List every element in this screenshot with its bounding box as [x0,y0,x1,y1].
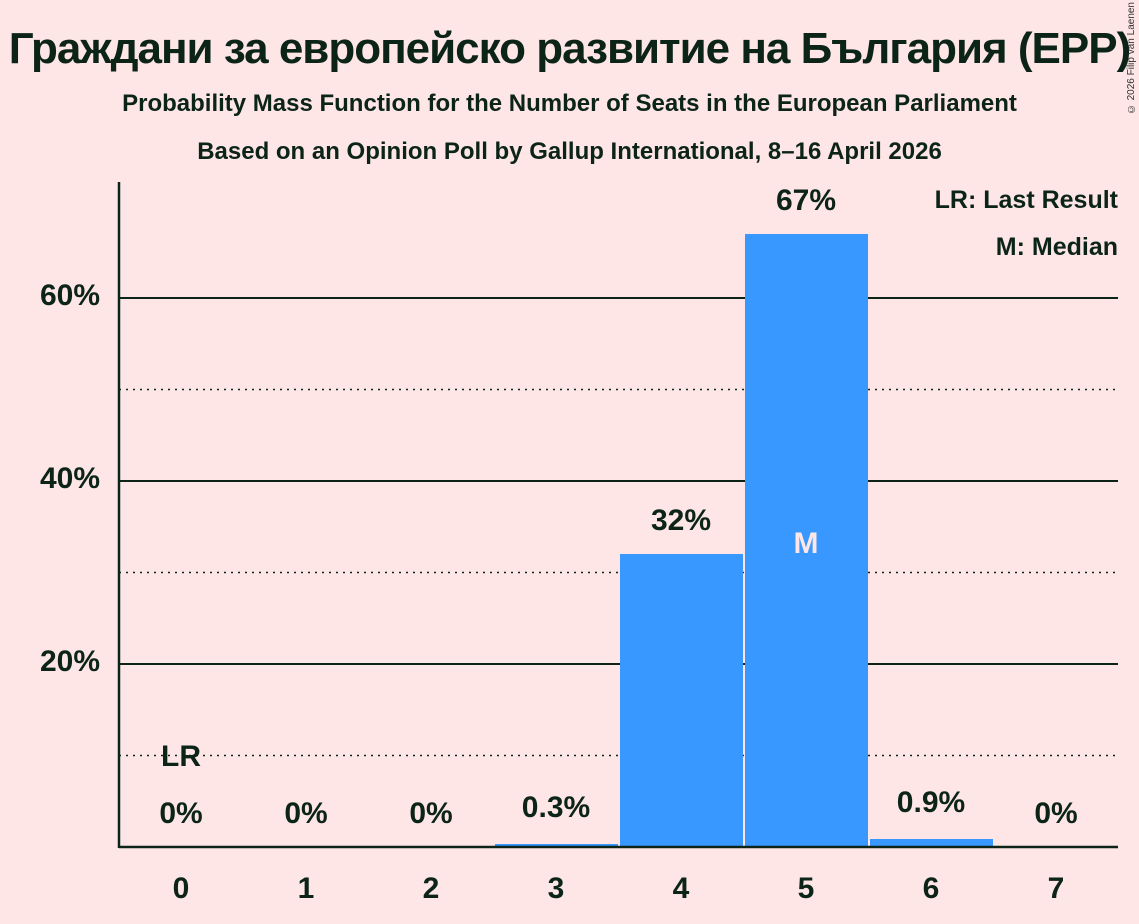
bar-seat-4 [619,554,743,847]
chart-title: Граждани за европейско развитие на Бълга… [8,24,1131,73]
x-tick-label: 4 [672,872,690,905]
value-label: 0% [409,797,453,830]
y-tick-label: 20% [39,645,100,678]
chart-source: Based on an Opinion Poll by Gallup Inter… [197,138,942,165]
bar-seat-3 [494,844,618,847]
x-tick-label: 7 [1047,872,1065,905]
x-tick-label: 0 [172,872,190,905]
chart-subtitle: Probability Mass Function for the Number… [122,90,1017,117]
value-label: 0.3% [521,791,591,825]
value-label: 67% [775,183,837,217]
median-marker: M [793,527,819,560]
x-tick-label: 1 [297,872,315,905]
value-label: 32% [650,504,712,538]
y-tick-label: 40% [39,462,100,495]
x-tick-label: 3 [547,872,565,905]
bar-seat-5 [744,233,868,847]
value-label: 0.9% [896,785,966,819]
x-tick-label: 5 [797,872,815,905]
value-label: 0% [284,797,328,830]
value-label: 0% [159,797,203,830]
last-result-marker: LR [161,740,201,773]
bar-seat-6 [869,838,993,847]
x-tick-label: 2 [422,872,440,905]
y-tick-label: 60% [39,279,100,312]
legend-last-result: LR: Last Result [934,186,1118,214]
legend-median: M: Median [995,233,1118,261]
value-label: 0% [1034,797,1078,830]
x-tick-label: 6 [922,872,940,905]
